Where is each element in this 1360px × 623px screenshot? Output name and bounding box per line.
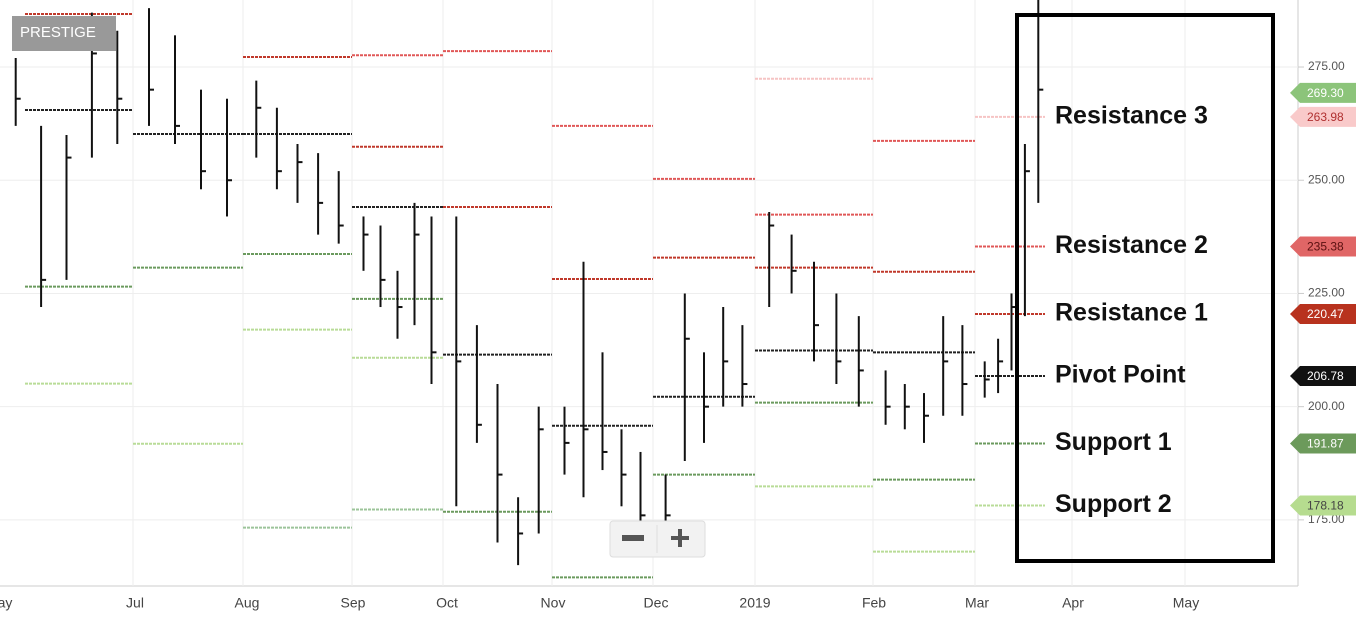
- price-tag: [1290, 365, 1356, 386]
- zoom-out[interactable]: [622, 535, 644, 541]
- x-tick-label: Nov: [541, 595, 566, 611]
- chart-title: PRESTIGE: [20, 24, 96, 41]
- y-tick-label: 250.00: [1308, 172, 1345, 186]
- price-tag-label: 178.18: [1307, 499, 1344, 513]
- y-tick-label: 175.00: [1308, 512, 1345, 526]
- annotation: Support 2: [1055, 490, 1172, 518]
- y-tick-label: 225.00: [1308, 286, 1345, 300]
- x-tick-label: Dec: [644, 595, 669, 611]
- x-tick-label: Jul: [126, 595, 144, 611]
- x-tick-label: Feb: [862, 595, 886, 611]
- price-tag-label: 191.87: [1307, 437, 1344, 451]
- price-tag: [1290, 495, 1356, 516]
- price-tag-label: 269.30: [1307, 86, 1344, 100]
- x-tick-label: 2019: [739, 595, 770, 611]
- annotation: Resistance 3: [1055, 102, 1208, 130]
- price-tag-label: 235.38: [1307, 240, 1344, 254]
- price-tag-label: 220.47: [1307, 307, 1344, 321]
- price-tag-label: 263.98: [1307, 110, 1344, 124]
- annotation: Pivot Point: [1055, 361, 1186, 389]
- price-tag: [1290, 303, 1356, 324]
- price-tag: [1290, 433, 1356, 454]
- annotation: Resistance 1: [1055, 299, 1208, 327]
- x-tick-label: Aug: [235, 595, 260, 611]
- annotation: Resistance 2: [1055, 231, 1208, 259]
- x-tick-label: Oct: [436, 595, 458, 611]
- y-tick-label: 200.00: [1308, 399, 1345, 413]
- x-tick-label: ay: [0, 595, 12, 611]
- price-tag: [1290, 236, 1356, 257]
- zoom-control: [609, 520, 706, 558]
- price-tag-label: 206.78: [1307, 369, 1344, 383]
- x-tick-label: Mar: [965, 595, 989, 611]
- x-tick-label: Sep: [341, 595, 366, 611]
- x-tick-label: May: [1173, 595, 1199, 611]
- symbol-badge: [12, 16, 116, 51]
- x-tick-label: Apr: [1062, 595, 1084, 611]
- price-tag: [1290, 106, 1356, 127]
- y-tick-label: 275.00: [1308, 59, 1345, 73]
- zoom-in[interactable]: [671, 529, 689, 547]
- annotation: Support 1: [1055, 428, 1172, 456]
- price-tag: [1290, 82, 1356, 103]
- annotation-box: [1015, 13, 1275, 563]
